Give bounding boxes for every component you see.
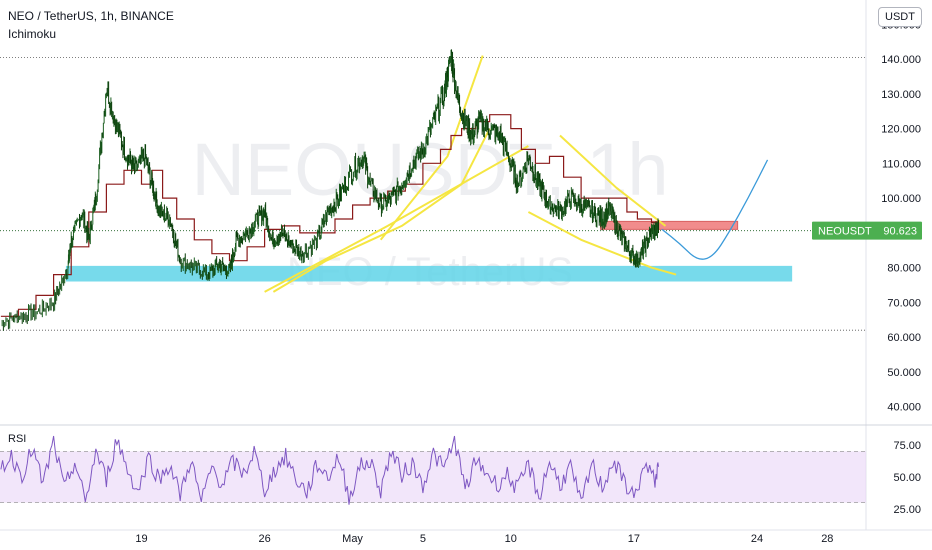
trend-lower-line	[264, 145, 529, 293]
x-tick-label: 26	[259, 533, 271, 545]
projection-curve[interactable]	[661, 159, 769, 260]
price-tag-symbol: NEOUSDT	[818, 226, 872, 238]
price-series	[1, 49, 660, 331]
y-tick-label: 140.000	[881, 54, 921, 66]
watermark-symbol: NEOUSDT, 1h	[191, 128, 668, 211]
y-tick-label: 130.000	[881, 89, 921, 101]
symbol-title[interactable]: NEO / TetherUS, 1h, BINANCE	[8, 9, 174, 23]
x-tick-label: 28	[821, 533, 833, 545]
rsi-tick-label: 25.00	[893, 504, 921, 516]
base-line	[0, 114, 660, 317]
rsi-label[interactable]: RSI	[8, 433, 27, 445]
pattern-lines[interactable]	[264, 55, 677, 293]
y-tick-label: 110.000	[882, 158, 921, 170]
y-tick-label: 70.000	[887, 297, 921, 309]
rsi-line	[0, 435, 659, 505]
currency-unit-badge[interactable]: USDT	[878, 7, 922, 27]
price-tag-value: 90.623	[883, 226, 917, 238]
y-tick-label: 40.000	[887, 402, 921, 414]
y-tick-label: 120.000	[881, 124, 921, 136]
y-tick-label: 60.000	[887, 332, 921, 344]
price-tag: NEOUSDT 90.623	[812, 221, 922, 240]
x-tick-label: 17	[628, 533, 640, 545]
broadening-lower-line	[272, 128, 491, 293]
price-tag-box	[812, 221, 922, 240]
x-tick-label: 5	[420, 533, 426, 545]
rsi-tick-label: 50.00	[893, 472, 921, 484]
support-zone	[65, 265, 793, 282]
projection-path	[661, 159, 769, 260]
rsi-band	[0, 451, 866, 503]
guide-lines	[0, 56, 866, 331]
indicator-name[interactable]: Ichimoku	[8, 27, 57, 41]
price-axis[interactable]: 150.000140.000130.000120.000110.000100.0…	[0, 0, 932, 531]
wedge-upper-line	[559, 134, 667, 227]
rsi-tick-label: 75.00	[893, 440, 921, 452]
x-tick-label: May	[342, 533, 363, 545]
y-tick-label: 50.000	[887, 367, 921, 379]
x-tick-label: 24	[751, 533, 763, 545]
rsi-pane: 75.00 50.00 25.00	[0, 435, 921, 516]
y-tick-label: 80.000	[887, 263, 921, 275]
time-axis[interactable]: 19 26 May 5 10 17 24 28	[135, 533, 833, 545]
wedge-lower-line	[527, 211, 677, 276]
ichimoku-base-line	[0, 114, 660, 317]
x-tick-label: 19	[135, 533, 147, 545]
y-tick-label: 100.000	[881, 193, 921, 205]
x-tick-label: 10	[505, 533, 517, 545]
broadening-upper-line	[379, 55, 484, 241]
